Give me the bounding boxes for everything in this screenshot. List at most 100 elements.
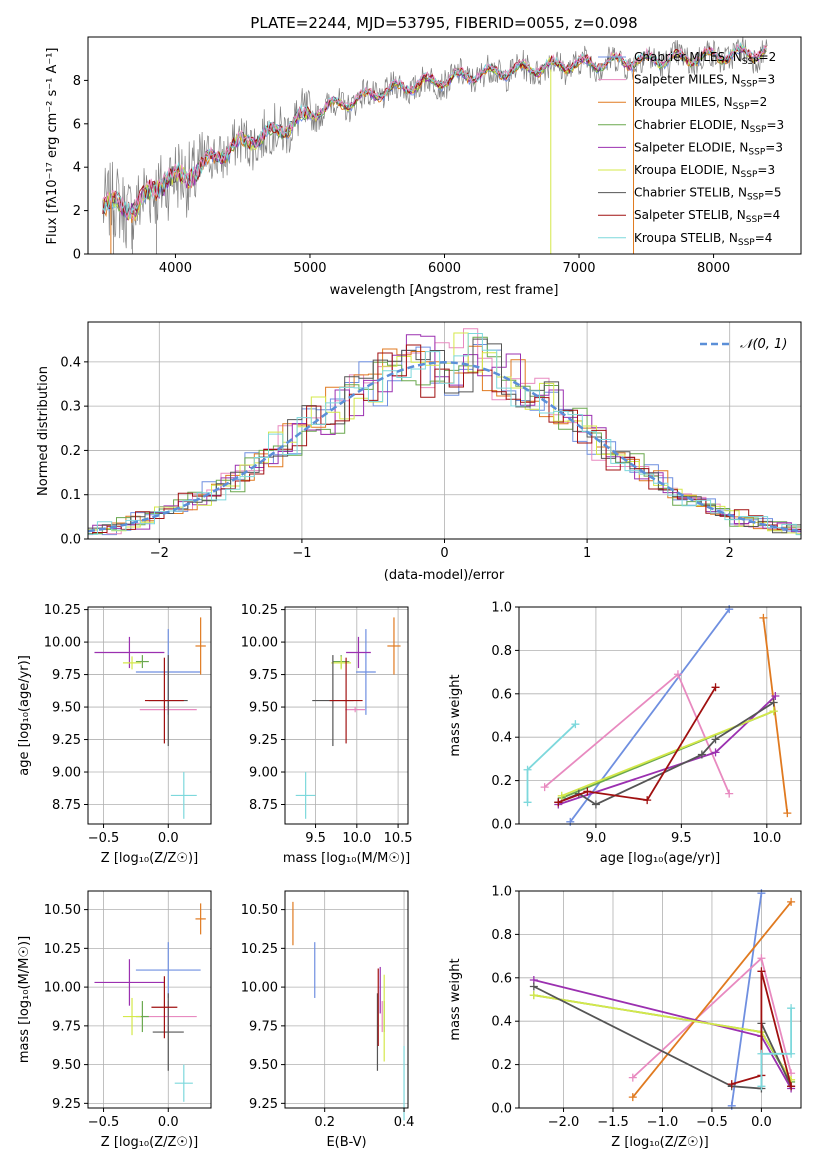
y-tick-label: 9.75 — [52, 1019, 81, 1034]
panel-frame — [284, 890, 409, 1109]
y-tick-label: 0.8 — [491, 644, 512, 659]
weight-marker — [554, 798, 563, 807]
legend-text: Salpeter STELIB, N — [634, 208, 746, 222]
x-axis-label: Z [log₁₀(Z/Z☉)] — [101, 851, 198, 866]
weight-marker — [757, 954, 766, 963]
y-tick-label: 10.00 — [44, 981, 81, 996]
y-tick-label: 9.00 — [52, 766, 81, 781]
weight-marker — [757, 1049, 766, 1058]
weight-series-line — [730, 893, 763, 1106]
residuals-panel: −2 −1 0 1 2 0.0 0.1 0.2 0.3 0.4 (data-model)/erro… — [36, 321, 802, 583]
x-tick-label: 4000 — [159, 261, 192, 276]
legend-subscript: SSP — [733, 102, 750, 112]
legend-subscript: SSP — [750, 125, 767, 135]
weight-lines — [523, 605, 792, 826]
weight-marker — [523, 798, 532, 807]
x-tick-label: 10.5 — [384, 831, 413, 846]
panel-frame — [518, 606, 802, 825]
x-tick-label: 10.0 — [342, 831, 371, 846]
y-tick-label: 10.50 — [44, 903, 81, 918]
legend-text: =2 — [750, 95, 768, 109]
weight-marker — [711, 748, 720, 757]
weight-marker — [727, 1080, 736, 1089]
legend-subscript: SSP — [748, 147, 765, 157]
y-tick-label: 9.00 — [249, 766, 278, 781]
weight-series-line — [569, 608, 730, 823]
y-tick-label: 1.0 — [491, 885, 512, 900]
x-tick-label: 0.0 — [158, 831, 179, 846]
panel-frame — [87, 890, 212, 1109]
legend-label: Salpeter MILES, NSSP=3 — [634, 73, 775, 90]
weight-series-line — [762, 617, 789, 814]
y-tick-label: 10.00 — [44, 636, 81, 651]
y-tick-label: 10.25 — [44, 603, 81, 618]
residuals-ylabel: Normed distribution — [36, 366, 51, 496]
y-tick-label: 9.50 — [249, 1058, 278, 1073]
x-tick-label: −0.5 — [88, 831, 120, 846]
mass-vs-extinction-panel: 0.2 0.4 9.25 9.50 9.75 10.00 10.25 10.50 E(B-V) — [241, 890, 415, 1150]
weight-marker — [787, 1049, 796, 1058]
x-tick-label: 5000 — [293, 261, 326, 276]
legend-text: =2 — [759, 50, 777, 64]
weight-marker — [583, 787, 592, 796]
residuals-legend: 𝒩(0, 1) — [700, 337, 787, 352]
weight-marker — [783, 809, 792, 818]
legend-text: Kroupa MILES, N — [634, 95, 733, 109]
weight-series-line — [731, 971, 792, 1087]
errorbars — [292, 901, 405, 1121]
weight-marker — [725, 789, 734, 798]
panel-frame — [87, 606, 212, 825]
x-tick-label: 7000 — [562, 261, 595, 276]
weight-series-line — [632, 901, 792, 1098]
y-axis-label: age [log₁₀(age/yr)] — [17, 655, 32, 776]
y-tick-label: 8 — [73, 74, 81, 89]
legend-subscript: SSP — [738, 238, 755, 248]
panel-frame — [518, 890, 802, 1109]
y-tick-label: 0.2 — [491, 1058, 512, 1073]
legend-label: Chabrier MILES, NSSP=2 — [634, 50, 776, 67]
weight-marker — [540, 783, 549, 792]
legend-text: Salpeter ELODIE, N — [634, 140, 748, 154]
weight-marker — [757, 967, 766, 976]
legend-text: =3 — [765, 140, 783, 154]
age-vs-metallicity-panel: −0.5 0.0 8.75 9.00 9.25 9.50 9.75 10.00 10.25 Z [… — [17, 603, 212, 866]
legend-label: Kroupa ELODIE, NSSP=3 — [634, 163, 775, 180]
y-tick-label: 9.75 — [249, 668, 278, 683]
weight-vs-age-panel: 9.0 9.5 10.0 0.0 0.2 0.4 0.6 0.8 1.0 age [log₁₀(a… — [448, 601, 802, 866]
y-tick-label: 10.25 — [241, 942, 278, 957]
weight-marker — [787, 1004, 796, 1013]
spectrum-panel: 4000 5000 6000 7000 8000 0 2 4 6 8 PLATE=2244, MJ… — [45, 14, 802, 298]
weight-marker — [757, 1082, 766, 1091]
spectrum-title: PLATE=2244, MJD=53795, FIBERID=0055, z=0… — [250, 14, 637, 32]
weight-series-line — [558, 695, 777, 806]
x-tick-label: 9.5 — [671, 831, 692, 846]
errorbars — [94, 903, 206, 1102]
y-tick-label: 0.0 — [491, 818, 512, 833]
weight-marker — [771, 691, 780, 700]
y-tick-label: 9.25 — [52, 733, 81, 748]
spectrum-xlabel: wavelength [Angstrom, rest frame] — [330, 283, 559, 298]
legend-subscript: SSP — [742, 57, 759, 67]
x-tick-label: −2.0 — [548, 1115, 580, 1130]
x-tick-label: 6000 — [428, 261, 461, 276]
y-tick-label: 0.2 — [60, 444, 81, 459]
x-tick-label: 8000 — [697, 261, 730, 276]
weight-marker — [787, 1082, 796, 1091]
x-tick-label: −0.5 — [696, 1115, 728, 1130]
legend-text: Chabrier ELODIE, N — [634, 118, 750, 132]
x-tick-label: 10.0 — [752, 831, 781, 846]
y-tick-label: 4 — [73, 161, 81, 176]
weight-marker — [529, 991, 538, 1000]
age-vs-mass-panel: 9.5 10.0 10.5 8.75 9.00 9.25 9.50 9.75 10.00 10.2… — [241, 603, 413, 866]
y-axis-label: mass weight — [448, 958, 463, 1040]
weight-marker — [787, 897, 796, 906]
x-tick-label: 9.0 — [586, 831, 607, 846]
errorbars — [295, 617, 401, 819]
gaussian-legend-label: 𝒩(0, 1) — [740, 337, 787, 352]
x-tick-label: −0.5 — [88, 1115, 120, 1130]
weight-marker — [523, 765, 532, 774]
legend-label: Kroupa STELIB, NSSP=4 — [634, 231, 772, 248]
panel-frame — [284, 606, 409, 825]
x-tick-label: 0.4 — [394, 1115, 415, 1130]
